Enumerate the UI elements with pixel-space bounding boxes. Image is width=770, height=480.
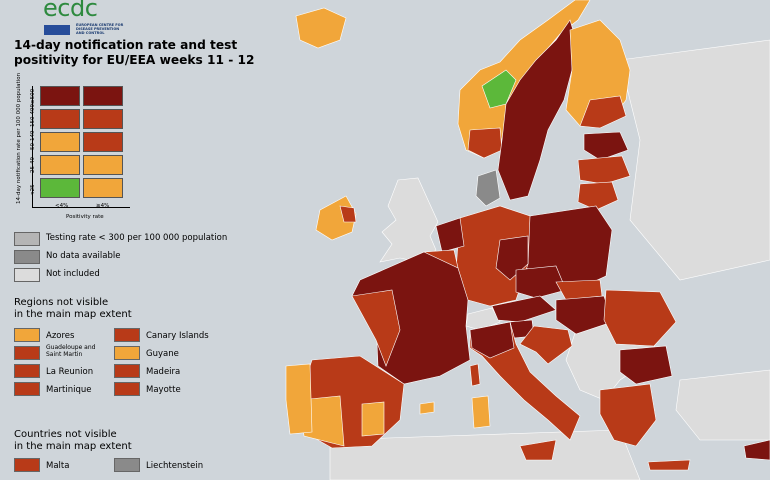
matrix-cell [83,86,123,106]
countries-title-1: Countries not visible [14,429,117,440]
region-label-guyane: Guyane [146,349,179,359]
legend-swatch-testing [14,232,40,246]
country-swatch-liechtenstein [114,458,140,472]
balearic [419,401,435,415]
sweden [497,19,577,201]
uk-landmass [379,177,439,263]
region-swatch-reunion [14,364,40,378]
portugal [285,363,313,435]
italy-north [469,321,515,359]
denmark [475,169,501,207]
matrix-cell [40,109,80,129]
region-swatch-martinique [14,382,40,396]
countries-title-2: in the main map extent [14,441,132,452]
spain-east-orange [361,401,385,437]
croatia [519,325,573,365]
sicily [519,439,557,461]
norway-green [481,69,517,109]
matrix-y-label: 14-day notification rate per 100 000 pop… [16,72,22,204]
region-label-mayotte: Mayotte [146,385,181,395]
czechia [515,265,567,299]
region-label-azores: Azores [46,331,75,341]
matrix-cell [40,132,80,152]
legend-swatch-nodata [14,250,40,264]
eu-flag-icon [44,25,70,35]
latvia [577,155,631,185]
country-label-malta: Malta [46,461,70,471]
logo-text: ecdc [43,0,98,22]
country-label-liechtenstein: Liechtenstein [146,461,204,471]
matrix-row-label: 150-499 [30,104,36,127]
hungary [555,295,613,335]
legend-label-notincluded: Not included [46,269,100,279]
region-label-reunion: La Reunion [46,367,94,377]
estonia [583,131,629,161]
map-title: 14-day notification rate and test positi… [14,38,255,67]
region-label-madeira: Madeira [146,367,181,377]
lithuania [577,181,619,211]
cyprus [743,439,770,461]
iceland [295,7,347,49]
netherlands [435,217,465,253]
legend-label-nodata: No data available [46,251,121,261]
col-label-high: ≥4% [96,203,110,209]
crete [647,459,691,471]
logo-subtitle: EUROPEAN CENTRE FOR DISEASE PREVENTION A… [76,23,124,35]
corsica [469,363,481,387]
region-swatch-guyane [114,346,140,360]
matrix-row-label: 50-149 [30,130,36,150]
matrix-cell [83,155,123,175]
region-label-guadeloupe: Guadeloupe and Saint Martin [46,344,96,358]
matrix-cell [40,178,80,198]
matrix-row-label: 25-49 [30,157,36,173]
matrix-cell [83,109,123,129]
region-swatch-guadeloupe [14,346,40,360]
romania [603,289,677,347]
country-swatch-malta [14,458,40,472]
col-label-low: <4% [55,203,69,209]
austria [491,295,557,323]
sardinia [471,395,491,429]
matrix-row-label: ≥500 [30,88,36,104]
regions-title-1: Regions not visible [14,297,109,308]
russia-landmass [619,39,770,281]
africa-landmass [329,429,641,480]
greece [599,383,657,447]
northern-ireland-red [339,205,357,223]
regions-title-2: in the main map extent [14,309,132,320]
matrix-cell [40,86,80,106]
region-swatch-canary [114,328,140,342]
matrix-cell [83,178,123,198]
turkey-landmass [675,369,770,441]
matrix-x-axis [32,207,130,208]
matrix-y-axis [32,86,33,208]
region-swatch-azores [14,328,40,342]
finland-south [579,95,627,129]
matrix-cell [40,155,80,175]
legend-label-testing: Testing rate < 300 per 100 000 populatio… [46,233,228,243]
norway-south-red [467,127,503,159]
region-swatch-mayotte [114,382,140,396]
legend-swatch-notincluded [14,268,40,282]
matrix-x-label: Positivity rate [66,214,104,220]
matrix-cell [83,132,123,152]
region-swatch-madeira [114,364,140,378]
bulgaria [619,345,673,385]
france-west [351,289,401,367]
matrix-row-label: <25 [30,184,36,196]
region-label-martinique: Martinique [46,385,92,395]
region-label-canary: Canary Islands [146,331,209,341]
